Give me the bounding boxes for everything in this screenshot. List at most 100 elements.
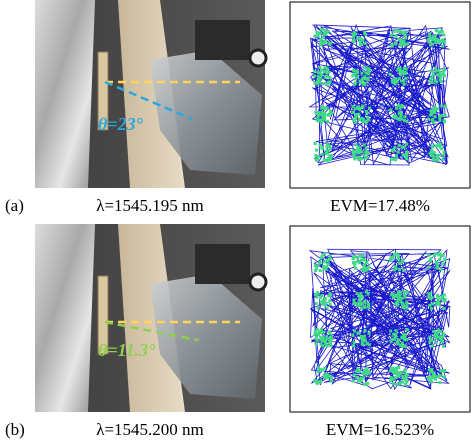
symbol-point [406,291,409,294]
symbol-point [315,302,318,305]
symbol-point [439,252,442,255]
symbol-point [391,79,394,82]
symbol-point [441,44,444,47]
symbol-point [329,303,332,306]
symbol-point [325,152,328,155]
symbol-point [326,259,329,262]
constellation [290,226,470,412]
symbol-point [430,377,433,380]
symbol-point [363,300,366,303]
symbol-point [427,118,430,121]
symbol-point [394,35,397,38]
symbol-point [442,154,445,157]
symbol-point [406,328,409,331]
symbol-point [440,80,443,83]
symbol-point [403,119,406,122]
symbol-point [353,373,356,376]
symbol-point [441,158,444,161]
angle-label: θ=23° [98,114,144,134]
symbol-point [434,115,437,118]
symbol-point [326,307,329,310]
symbol-point [405,152,408,155]
symbol-point [314,142,317,145]
symbol-point [353,330,356,333]
symbol-point [351,334,354,337]
symbol-point [314,154,317,157]
symbol-point [403,291,406,294]
symbol-point [328,113,331,116]
symbol-point [441,30,444,33]
symbol-point [428,368,431,371]
symbol-point [443,40,446,43]
symbol-point [390,34,393,37]
symbol-point [433,159,436,162]
symbol-point [360,307,363,310]
symbol-point [399,344,402,347]
symbol-point [316,32,319,35]
symbol-point [363,143,366,146]
symbol-point [322,336,325,339]
panel: θ=11.3°(b)λ=1545.200 nmEVM=16.523% [5,224,470,439]
symbol-point [403,33,406,36]
symbol-point [397,256,400,259]
symbol-point [352,111,355,114]
photo: θ=23° [35,0,266,188]
symbol-point [328,299,331,302]
symbol-point [323,116,326,119]
symbol-point [400,297,403,300]
panel-label: (b) [5,420,25,439]
symbol-point [432,371,435,374]
symbol-point [443,258,446,261]
symbol-point [314,330,317,333]
symbol-point [437,69,440,72]
symbol-point [324,342,327,345]
symbol-point [443,120,446,123]
symbol-point [402,154,405,157]
symbol-point [362,83,365,86]
symbol-point [396,301,399,304]
symbol-point [358,261,361,264]
symbol-point [326,345,329,348]
symbol-point [361,342,364,345]
symbol-point [321,294,324,297]
symbol-point [354,32,357,35]
symbol-point [323,267,326,270]
symbol-point [432,154,435,157]
symbol-point [395,329,398,332]
symbol-point [322,302,325,305]
symbol-point [398,144,401,147]
symbol-point [438,258,441,261]
symbol-point [444,105,447,108]
symbol-point [442,262,445,265]
symbol-point [439,337,442,340]
symbol-point [320,331,323,334]
symbol-point [352,39,355,42]
symbol-point [317,115,320,118]
symbol-point [394,265,397,268]
symbol-point [316,157,319,160]
symbol-point [393,30,396,33]
symbol-point [329,293,332,296]
symbol-point [405,301,408,304]
symbol-point [330,380,333,383]
symbol-point [405,305,408,308]
symbol-point [429,114,432,117]
symbol-point [365,156,368,159]
symbol-point [443,369,446,372]
panel-label: (a) [5,196,24,215]
symbol-point [436,73,439,76]
symbol-point [442,345,445,348]
symbol-point [437,298,440,301]
symbol-point [390,293,393,296]
symbol-point [320,106,323,109]
symbol-point [438,119,441,122]
symbol-point [433,334,436,337]
symbol-point [400,114,403,117]
symbol-point [434,378,437,381]
symbol-point [442,333,445,336]
symbol-point [398,77,401,80]
symbol-point [352,344,355,347]
symbol-point [397,297,400,300]
symbol-point [353,83,356,86]
symbol-point [391,378,394,381]
